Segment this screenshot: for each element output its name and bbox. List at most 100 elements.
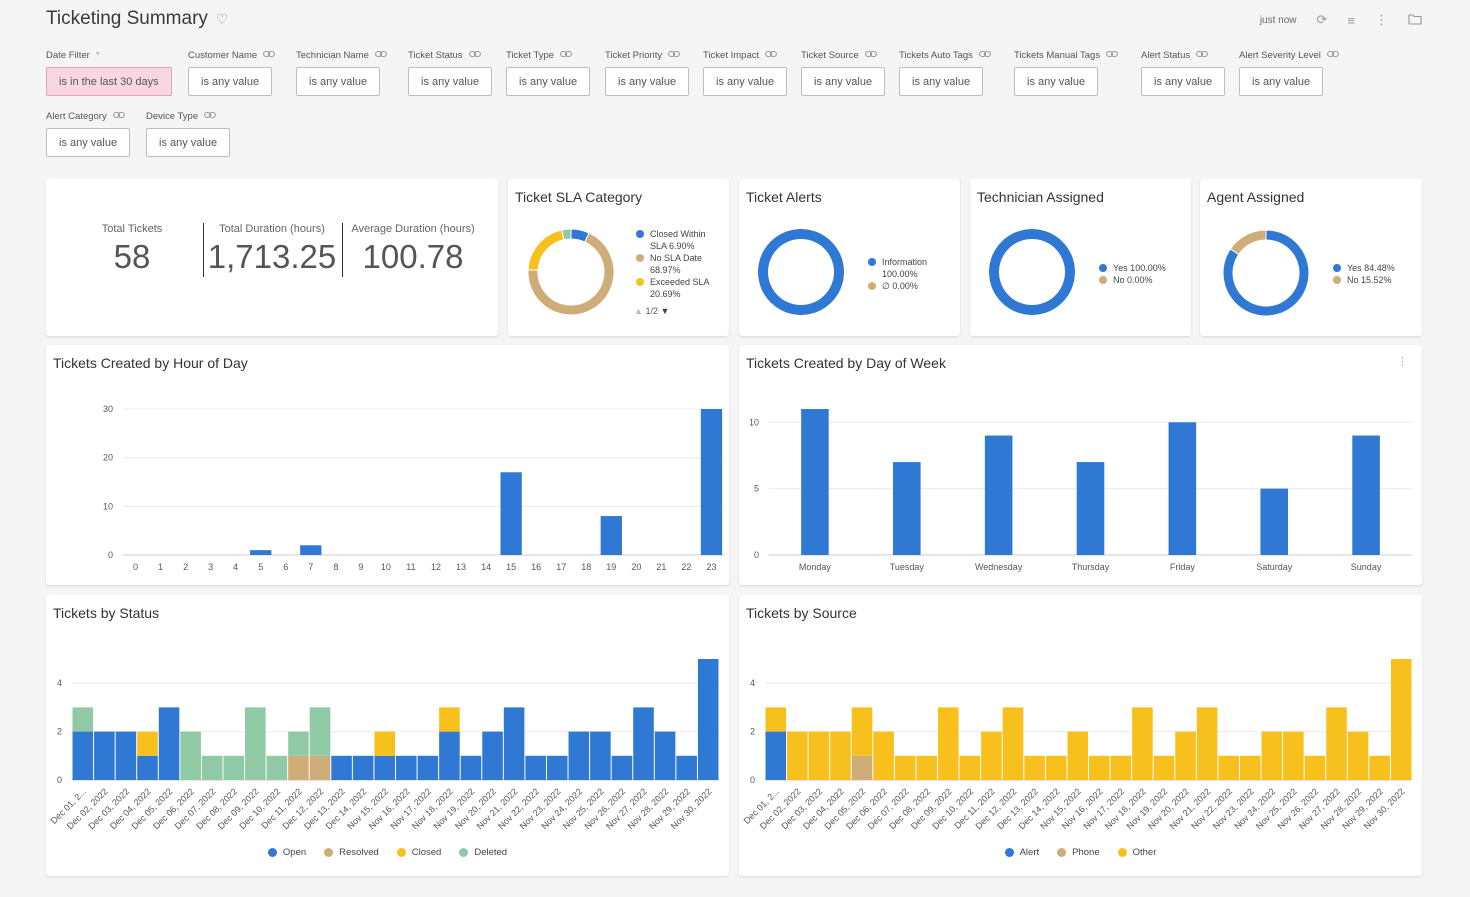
folder-icon[interactable] bbox=[1408, 13, 1422, 28]
link-icon[interactable] bbox=[1326, 50, 1339, 61]
donut-slice-yes[interactable] bbox=[1223, 230, 1309, 316]
pager-down-icon[interactable]: ▼ bbox=[660, 306, 670, 316]
bar-other[interactable] bbox=[1002, 707, 1024, 780]
bar-open[interactable] bbox=[654, 731, 676, 780]
filter-value-button[interactable]: is any value bbox=[1014, 67, 1099, 96]
bar-other[interactable] bbox=[938, 707, 959, 780]
bar-open[interactable] bbox=[611, 755, 633, 780]
legend-item-alert[interactable]: Alert bbox=[1004, 847, 1039, 858]
bar-phone[interactable] bbox=[851, 755, 873, 780]
bar-other[interactable] bbox=[830, 731, 851, 780]
link-icon[interactable] bbox=[864, 50, 877, 61]
bar-open[interactable] bbox=[115, 731, 137, 780]
bar-open[interactable] bbox=[158, 707, 180, 780]
bar-open[interactable] bbox=[72, 731, 94, 780]
bar-other[interactable] bbox=[1024, 755, 1045, 780]
donut-slice-no[interactable] bbox=[1229, 230, 1267, 256]
filter-value-button[interactable]: is any value bbox=[296, 67, 381, 96]
filter-value-button[interactable]: is any value bbox=[703, 67, 788, 96]
bar-other[interactable] bbox=[873, 731, 894, 780]
bar[interactable] bbox=[984, 435, 1013, 555]
bar-open[interactable] bbox=[525, 755, 546, 780]
filter-value-button[interactable]: is any value bbox=[188, 67, 273, 96]
bar-open[interactable] bbox=[417, 755, 439, 780]
filter-icon[interactable]: ≡ bbox=[1347, 12, 1355, 28]
bar[interactable] bbox=[893, 462, 921, 555]
bar[interactable] bbox=[1260, 488, 1288, 555]
link-icon[interactable] bbox=[1196, 50, 1209, 61]
donut-slice-yes[interactable] bbox=[989, 229, 1075, 315]
bar-deleted[interactable] bbox=[288, 731, 309, 756]
bar-open[interactable] bbox=[352, 755, 374, 780]
bar-other[interactable] bbox=[765, 707, 787, 732]
pager-up-icon[interactable]: ▲ bbox=[634, 306, 643, 316]
bar-open[interactable] bbox=[568, 731, 590, 780]
legend-item[interactable]: No 0.00% bbox=[1099, 274, 1189, 286]
bar-other[interactable] bbox=[1089, 755, 1110, 780]
favorite-heart-icon[interactable]: ♡ bbox=[215, 10, 229, 27]
legend-item-closed[interactable]: Closed bbox=[396, 847, 441, 858]
bar-open[interactable] bbox=[590, 731, 611, 780]
filter-value-button[interactable]: is any value bbox=[506, 67, 591, 96]
bar-resolved[interactable] bbox=[288, 755, 309, 780]
bar-alert[interactable] bbox=[765, 731, 787, 780]
bar-other[interactable] bbox=[916, 755, 938, 780]
bar-open[interactable] bbox=[482, 731, 503, 780]
bar[interactable] bbox=[1352, 435, 1380, 555]
bar-closed[interactable] bbox=[137, 731, 158, 756]
bar-other[interactable] bbox=[1304, 755, 1326, 780]
bar[interactable] bbox=[500, 472, 522, 555]
link-icon[interactable] bbox=[263, 50, 276, 61]
bar-deleted[interactable] bbox=[72, 707, 94, 732]
bar-other[interactable] bbox=[1196, 707, 1218, 780]
more-vertical-icon[interactable]: ⋮ bbox=[1375, 12, 1388, 27]
link-icon[interactable] bbox=[560, 50, 573, 61]
bar[interactable] bbox=[801, 409, 829, 555]
bar-deleted[interactable] bbox=[180, 731, 201, 780]
bar-other[interactable] bbox=[1045, 755, 1067, 780]
filter-value-button[interactable]: is any value bbox=[146, 128, 231, 157]
refresh-icon[interactable]: ⟳ bbox=[1316, 12, 1328, 27]
legend-item[interactable]: Information 100.00% bbox=[868, 256, 958, 280]
bar-open[interactable] bbox=[94, 731, 115, 780]
bar-deleted[interactable] bbox=[245, 707, 266, 780]
bar-deleted[interactable] bbox=[266, 755, 288, 780]
bar-other[interactable] bbox=[1261, 731, 1283, 780]
filter-value-button[interactable]: is any value bbox=[1141, 67, 1226, 96]
bar-other[interactable] bbox=[1175, 731, 1196, 780]
link-icon[interactable] bbox=[668, 50, 681, 61]
donut-slice-no-sla-date[interactable] bbox=[527, 232, 615, 316]
bar-deleted[interactable] bbox=[223, 755, 245, 780]
link-icon[interactable] bbox=[468, 50, 481, 61]
bar-other[interactable] bbox=[894, 755, 916, 780]
filter-value-button[interactable]: is any value bbox=[605, 67, 690, 96]
link-icon[interactable] bbox=[112, 111, 125, 122]
bar[interactable] bbox=[1168, 422, 1197, 555]
filter-value-button[interactable]: is any value bbox=[899, 67, 984, 96]
filter-value-button[interactable]: is any value bbox=[801, 67, 886, 96]
bar-other[interactable] bbox=[981, 731, 1002, 780]
donut-slice-information[interactable] bbox=[758, 229, 844, 315]
more-vertical-icon[interactable]: ⋮ bbox=[1397, 356, 1408, 368]
bar-other[interactable] bbox=[1239, 755, 1261, 780]
bar-other[interactable] bbox=[851, 707, 873, 756]
bar-open[interactable] bbox=[439, 731, 460, 780]
bar-other[interactable] bbox=[787, 731, 808, 780]
bar-open[interactable] bbox=[546, 755, 568, 780]
donut-slice-other[interactable] bbox=[561, 228, 572, 241]
bar-open[interactable] bbox=[331, 755, 352, 780]
filter-value-button[interactable]: is any value bbox=[1239, 67, 1324, 96]
bar-deleted[interactable] bbox=[309, 707, 331, 756]
legend-item-other[interactable]: Other bbox=[1117, 847, 1156, 858]
link-icon[interactable] bbox=[765, 50, 778, 61]
legend-item[interactable]: Yes 84.48% bbox=[1333, 262, 1423, 274]
legend-item-deleted[interactable]: Deleted bbox=[459, 847, 507, 858]
link-icon[interactable] bbox=[374, 50, 387, 61]
legend-item[interactable]: No SLA Date 68.97% bbox=[636, 252, 726, 276]
legend-item-resolved[interactable]: Resolved bbox=[324, 847, 379, 858]
bar-other[interactable] bbox=[1369, 755, 1390, 780]
bar-other[interactable] bbox=[1218, 755, 1239, 780]
filter-value-button[interactable]: is any value bbox=[46, 128, 131, 157]
bar-closed[interactable] bbox=[439, 707, 460, 732]
bar-open[interactable] bbox=[697, 659, 719, 780]
